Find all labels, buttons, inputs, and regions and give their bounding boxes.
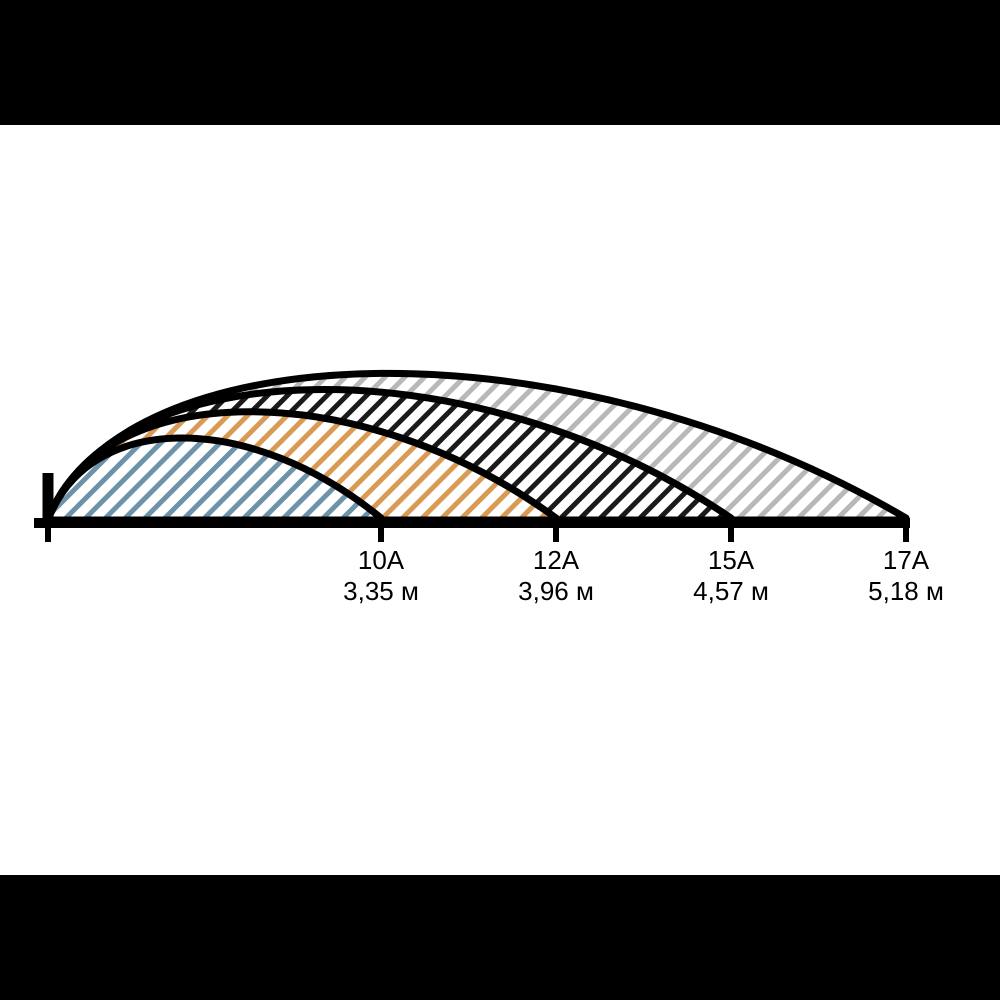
tick-label-17a-value: 5,18 м	[868, 575, 944, 606]
tick-label-15a: 15A 4,57 м	[641, 545, 821, 606]
arc-region-10a	[44, 434, 385, 524]
tick-label-12a-name: 12A	[532, 545, 580, 575]
arc-span-diagram	[34, 369, 910, 542]
tick-label-12a: 12A 3,96 м	[466, 545, 646, 606]
tick-label-12a-value: 3,96 м	[518, 575, 594, 606]
tick-label-17a-name: 17A	[882, 545, 930, 575]
tick-label-10a-value: 3,35 м	[343, 575, 419, 606]
tick-label-10a: 10A 3,35 м	[291, 545, 471, 606]
tick-label-15a-value: 4,57 м	[693, 575, 769, 606]
tick-label-17a: 17A 5,18 м	[816, 545, 996, 606]
tick-label-15a-name: 15A	[707, 545, 755, 575]
letterbox-top-bar	[0, 0, 1000, 125]
diagram-canvas: 10A 3,35 м 12A 3,96 м 15A 4,57 м 17A 5,1…	[0, 125, 1000, 875]
tick-label-10a-name: 10A	[357, 545, 405, 575]
letterbox-bottom-bar	[0, 875, 1000, 1000]
